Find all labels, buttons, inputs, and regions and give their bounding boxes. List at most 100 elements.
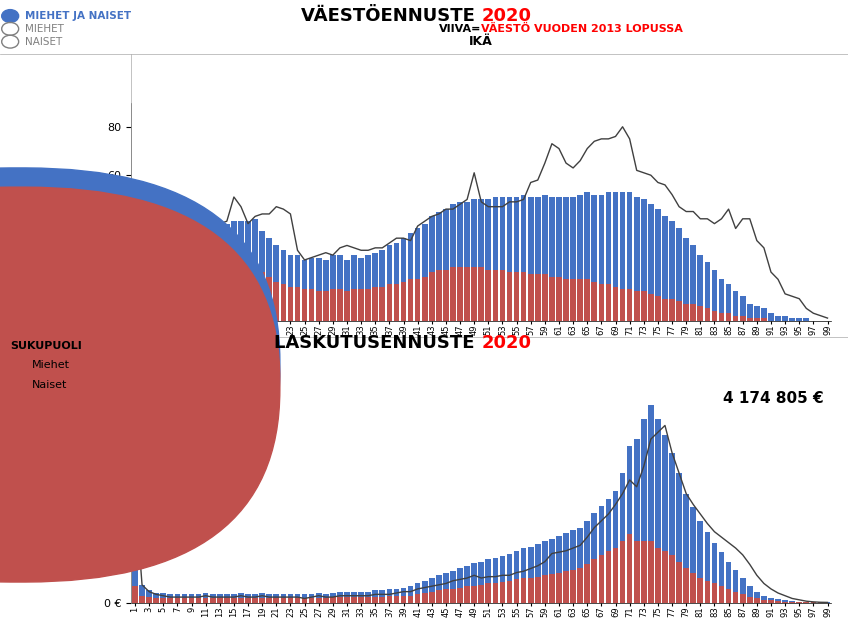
Bar <box>210 277 215 320</box>
Bar <box>400 282 406 320</box>
Bar <box>662 551 667 603</box>
Text: Naiset: Naiset <box>32 379 68 390</box>
Bar <box>245 599 251 603</box>
Bar <box>457 267 463 320</box>
Bar <box>506 553 512 581</box>
Bar <box>444 209 449 270</box>
Bar <box>542 576 548 603</box>
Bar <box>535 577 541 603</box>
Bar <box>514 197 519 272</box>
Bar <box>415 279 421 320</box>
Bar <box>542 541 548 576</box>
Bar <box>146 279 152 320</box>
Bar <box>457 202 463 267</box>
Bar <box>231 594 237 599</box>
Text: VÄESTÖ VUODEN 2013 LOPUSSA: VÄESTÖ VUODEN 2013 LOPUSSA <box>482 24 683 34</box>
Bar <box>599 506 604 555</box>
Bar <box>238 593 244 599</box>
Text: NAISET: NAISET <box>25 37 63 47</box>
Bar <box>739 315 745 320</box>
Bar <box>146 590 152 597</box>
Bar <box>181 231 187 282</box>
Bar <box>739 578 745 594</box>
Bar <box>747 318 752 320</box>
Bar <box>153 593 159 599</box>
Bar <box>648 294 654 320</box>
Bar <box>372 590 378 597</box>
Bar <box>697 306 703 320</box>
Bar <box>768 313 773 320</box>
Bar <box>351 597 357 603</box>
Bar <box>605 284 611 320</box>
Bar <box>245 221 251 272</box>
Bar <box>478 199 484 267</box>
Bar <box>683 494 689 569</box>
Bar <box>591 282 597 320</box>
Bar <box>380 250 385 287</box>
Bar <box>556 536 561 572</box>
Bar <box>315 258 321 292</box>
Bar <box>238 599 244 603</box>
Bar <box>465 586 470 603</box>
Bar <box>697 520 703 578</box>
Bar <box>323 292 329 320</box>
Bar <box>633 541 639 603</box>
Bar <box>287 255 293 287</box>
Bar <box>400 595 406 603</box>
Bar <box>338 255 343 289</box>
Bar <box>471 267 477 320</box>
Bar <box>196 277 202 320</box>
Bar <box>217 277 222 320</box>
Bar <box>648 405 654 541</box>
Bar <box>167 599 173 603</box>
Bar <box>203 599 209 603</box>
Bar <box>627 192 633 289</box>
Text: 4 174 805 €: 4 174 805 € <box>723 391 824 406</box>
Bar <box>351 289 357 320</box>
Bar <box>132 279 137 320</box>
Bar <box>726 313 731 320</box>
Bar <box>471 199 477 267</box>
Bar <box>287 287 293 320</box>
Bar <box>372 597 378 603</box>
Bar <box>167 231 173 279</box>
Bar <box>669 453 675 555</box>
Bar <box>358 597 364 603</box>
Bar <box>302 260 308 289</box>
Bar <box>789 601 795 602</box>
Bar <box>253 594 258 599</box>
Bar <box>550 277 555 320</box>
Bar <box>196 221 202 277</box>
Bar <box>203 593 209 599</box>
Bar <box>450 204 456 267</box>
Bar <box>132 491 137 586</box>
Bar <box>662 435 667 551</box>
Bar <box>132 586 137 603</box>
Bar <box>188 599 194 603</box>
Bar <box>309 289 315 320</box>
Text: VIIVA=: VIIVA= <box>439 24 482 34</box>
Bar <box>747 597 752 603</box>
Bar <box>669 555 675 603</box>
Bar <box>238 274 244 320</box>
Bar <box>690 304 696 320</box>
Bar <box>217 599 222 603</box>
Bar <box>273 599 279 603</box>
Bar <box>444 270 449 320</box>
Bar <box>754 306 760 318</box>
Bar <box>393 243 399 284</box>
Bar <box>253 599 258 603</box>
Bar <box>493 558 498 583</box>
Bar <box>450 589 456 603</box>
Bar <box>641 419 646 541</box>
Bar <box>718 552 724 586</box>
Bar <box>146 597 152 603</box>
Bar <box>570 197 576 279</box>
Bar <box>506 581 512 603</box>
Bar <box>612 192 618 287</box>
Bar <box>563 571 569 603</box>
Text: Miehet: Miehet <box>32 360 70 370</box>
Bar <box>471 563 477 586</box>
Bar <box>436 590 442 603</box>
Bar <box>196 594 202 599</box>
